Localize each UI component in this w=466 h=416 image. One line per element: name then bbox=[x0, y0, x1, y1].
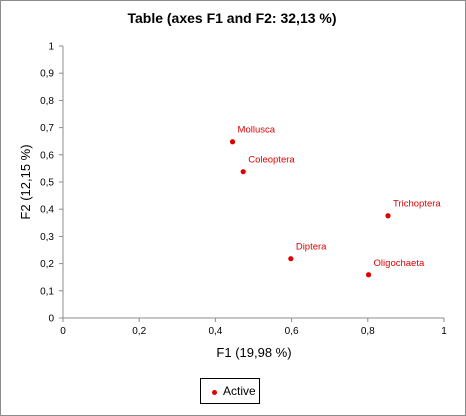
x-tick-label: 0,4 bbox=[208, 326, 222, 337]
legend-marker-icon bbox=[212, 390, 217, 395]
data-point-mollusca bbox=[229, 139, 236, 145]
y-tick-label: 0 bbox=[48, 314, 54, 325]
y-tick-label: 0,5 bbox=[40, 178, 54, 189]
data-label-mollusca: Mollusca bbox=[238, 125, 276, 136]
data-label-oligochaeta: Oligochaeta bbox=[374, 258, 425, 269]
x-tick-label: 0,8 bbox=[361, 326, 375, 337]
x-tick-label: 0,6 bbox=[285, 326, 299, 337]
y-tick-label: 0,7 bbox=[40, 123, 54, 134]
y-tick-label: 0,6 bbox=[40, 150, 54, 161]
y-tick-label: 0,1 bbox=[40, 286, 54, 297]
data-point-coleoptera bbox=[240, 169, 246, 175]
y-axis-label: F2 (12,15 %) bbox=[18, 144, 33, 219]
y-tick-label: 0,8 bbox=[40, 96, 54, 107]
y-tick-label: 0,4 bbox=[40, 205, 54, 216]
x-axis-label: F1 (19,98 %) bbox=[216, 345, 291, 360]
data-label-coleoptera: Coleoptera bbox=[248, 155, 295, 166]
y-tick-label: 1 bbox=[48, 42, 54, 53]
data-point-oligochaeta bbox=[365, 272, 372, 278]
x-tick-label: 1 bbox=[441, 326, 447, 337]
chart-title: Table (axes F1 and F2: 32,13 %) bbox=[127, 10, 337, 26]
data-label-diptera: Diptera bbox=[296, 242, 327, 253]
data-point-diptera bbox=[288, 256, 294, 262]
x-tick-label: 0 bbox=[60, 326, 66, 337]
legend-label-active: Active bbox=[223, 384, 256, 398]
data-label-trichoptera: Trichoptera bbox=[393, 199, 441, 210]
data-point-trichoptera bbox=[385, 213, 391, 219]
y-tick-label: 0,3 bbox=[40, 232, 54, 243]
y-tick-label: 0,9 bbox=[40, 69, 54, 80]
y-tick-label: 0,2 bbox=[40, 259, 54, 270]
legend: Active bbox=[200, 378, 260, 404]
x-tick-label: 0,2 bbox=[132, 326, 146, 337]
